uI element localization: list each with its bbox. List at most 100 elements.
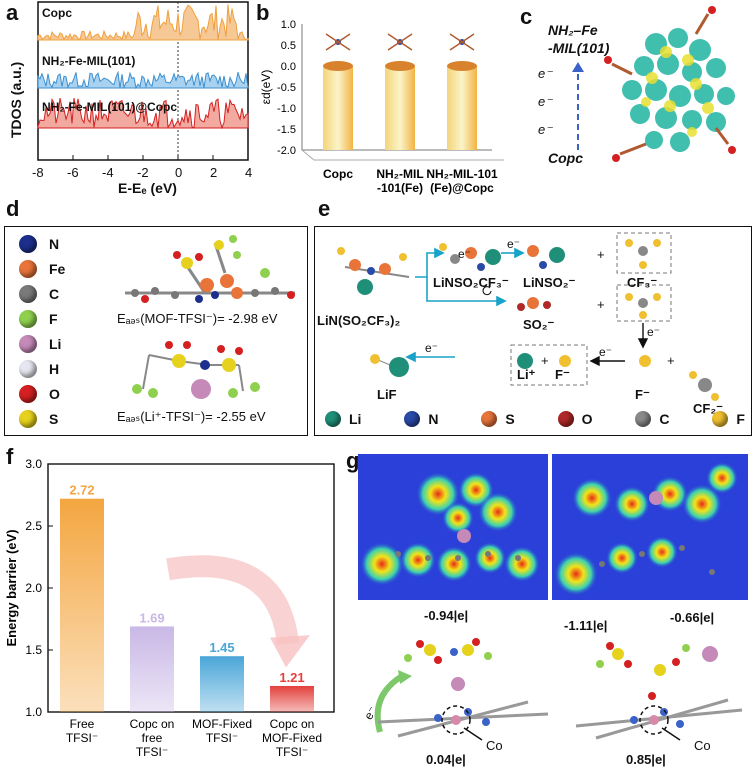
species-litfsi: LiN(SO₂CF₃)₂ xyxy=(317,313,401,328)
ytick-label: 3.0 xyxy=(25,457,42,471)
panel-a-xlabel: E-Eₑ (eV) xyxy=(118,180,177,196)
xtick: -2 xyxy=(137,165,149,180)
panel-e-legend: Li N S O C F xyxy=(325,411,745,427)
plus-sign: + xyxy=(597,247,605,262)
ytick-label: 1.0 xyxy=(25,705,42,719)
ytick-label: -1.5 xyxy=(277,124,296,136)
bar xyxy=(323,66,353,150)
legend-item-n: N xyxy=(19,235,59,253)
bar xyxy=(385,66,415,150)
molecule-icon xyxy=(387,33,413,51)
trace-combo xyxy=(37,97,249,130)
f-ion-2 xyxy=(559,355,571,367)
adsorption-structure-1 xyxy=(374,638,549,741)
cf3-box-2 xyxy=(616,284,672,322)
legend-item-s: S xyxy=(19,410,58,428)
molecule-icon xyxy=(325,33,351,51)
electron-label: e⁻ xyxy=(538,66,553,81)
legend-item-li: Li xyxy=(19,335,61,353)
xtick: 2 xyxy=(210,165,218,180)
trace-label-combo: NH₂-Fe-MIL(101)@Copc xyxy=(42,100,178,114)
trace-label-copc: Copc xyxy=(42,6,72,20)
ytick-label: 1.0 xyxy=(281,19,296,31)
chart-f: 3.0 2.5 2.0 1.5 1.0 Energy barrier (eV) 2.72 Fr… xyxy=(4,457,335,759)
panel-label-c: c xyxy=(520,4,533,29)
species-lif: LiF xyxy=(377,387,397,402)
category-label: Copc on xyxy=(270,717,315,731)
charge-density-map-2 xyxy=(552,454,748,600)
category-label: Free xyxy=(70,717,95,731)
li-ion xyxy=(517,353,533,369)
plus-sign: + xyxy=(541,353,549,368)
charge-density-map-1 xyxy=(358,454,548,600)
legend-f: F xyxy=(712,411,745,427)
charge-top-2: -1.11|e| xyxy=(564,618,608,633)
eads-li-value: Eₐₔₛ(Li⁺-TFSI⁻)= -2.55 eV xyxy=(117,409,266,424)
trace-label-mil: NH₂-Fe-MIL(101) xyxy=(42,54,136,68)
plus-sign: + xyxy=(597,297,605,312)
bar xyxy=(60,498,104,712)
panel-d-box: N Fe C F Li H O S Eₐₔₛ(MOF-TFSI⁻)= -2.98… xyxy=(4,226,308,436)
species-cf3: CF₃⁻ xyxy=(627,275,658,290)
co-label-1: Co xyxy=(486,738,503,753)
xtick: -8 xyxy=(32,165,44,180)
legend-c: C xyxy=(635,411,670,427)
species-linso2cf3: LiNSO₂CF₃⁻ xyxy=(433,275,509,290)
bar-value-label: 1.69 xyxy=(139,610,164,625)
category-label: TFSI⁻ xyxy=(276,745,308,759)
bar xyxy=(270,685,314,712)
li-tfsi-structure xyxy=(132,341,260,399)
charge-bottom-1: 0.04|e| xyxy=(426,752,466,767)
bar-value-label: 2.72 xyxy=(69,483,94,498)
axis-b-depth xyxy=(301,149,504,161)
e-label: e⁻ xyxy=(425,341,439,355)
legend-item-h: H xyxy=(19,360,59,378)
ytick-label: -1.0 xyxy=(277,103,296,115)
xtick: -4 xyxy=(102,165,114,180)
category-label: Copc xyxy=(323,167,353,181)
category-label: TFSI⁻ xyxy=(136,745,168,759)
mof-tfsi-structure xyxy=(125,235,295,303)
panel-c-top-label-2: -MIL(101) xyxy=(548,40,610,56)
bar-top xyxy=(323,61,353,71)
electron-flow-arrow xyxy=(572,62,584,150)
co-label-2: Co xyxy=(694,738,711,753)
category-label: Copc on xyxy=(130,717,175,731)
linso2cf3-molecule xyxy=(439,243,501,271)
panel-label-b: b xyxy=(256,0,270,25)
adsorption-structure-2 xyxy=(575,642,743,741)
species-f-minus: F⁻ xyxy=(555,367,570,382)
panel-a-xticks: -8 -6 -4 -2 0 2 4 xyxy=(32,165,254,181)
so2-molecule xyxy=(517,297,551,311)
xtick: -6 xyxy=(67,165,79,180)
trend-arrow-head xyxy=(270,635,310,668)
panel-label-a: a xyxy=(6,0,19,25)
species-f: F⁻ xyxy=(635,387,650,402)
plus-sign: + xyxy=(667,353,675,368)
xtick: 4 xyxy=(245,165,253,180)
bar xyxy=(130,626,174,712)
species-li-plus: Li⁺ xyxy=(517,367,536,382)
electron-label: e⁻ xyxy=(538,94,553,109)
trace-copc xyxy=(37,4,249,41)
panel-label-e: e xyxy=(318,196,331,221)
copc-mof-structure xyxy=(604,6,736,162)
legend-s: S xyxy=(481,411,515,427)
category-label: NH₂-MIL-101 xyxy=(426,167,498,181)
category-label: (Fe)@Copc xyxy=(430,181,494,195)
ytick-label: -2.0 xyxy=(277,145,296,157)
bar-top xyxy=(447,61,477,71)
e-label: e⁻ xyxy=(458,247,472,261)
panel-label-g: g xyxy=(346,448,360,473)
panel-label-f: f xyxy=(6,444,14,469)
ytick-label: 1.5 xyxy=(25,643,42,657)
legend-item-f: F xyxy=(19,310,58,328)
linso2-molecule xyxy=(527,245,565,269)
legend-item-fe: Fe xyxy=(19,260,65,278)
ytick-label: 2.5 xyxy=(25,519,42,533)
cf3-molecule xyxy=(625,239,661,269)
e-label: e⁻ xyxy=(599,345,613,359)
panel-c-top-label-1: NH₂–Fe xyxy=(548,22,598,38)
category-label: TFSI⁻ xyxy=(66,731,98,745)
legend-n: N xyxy=(404,411,438,427)
